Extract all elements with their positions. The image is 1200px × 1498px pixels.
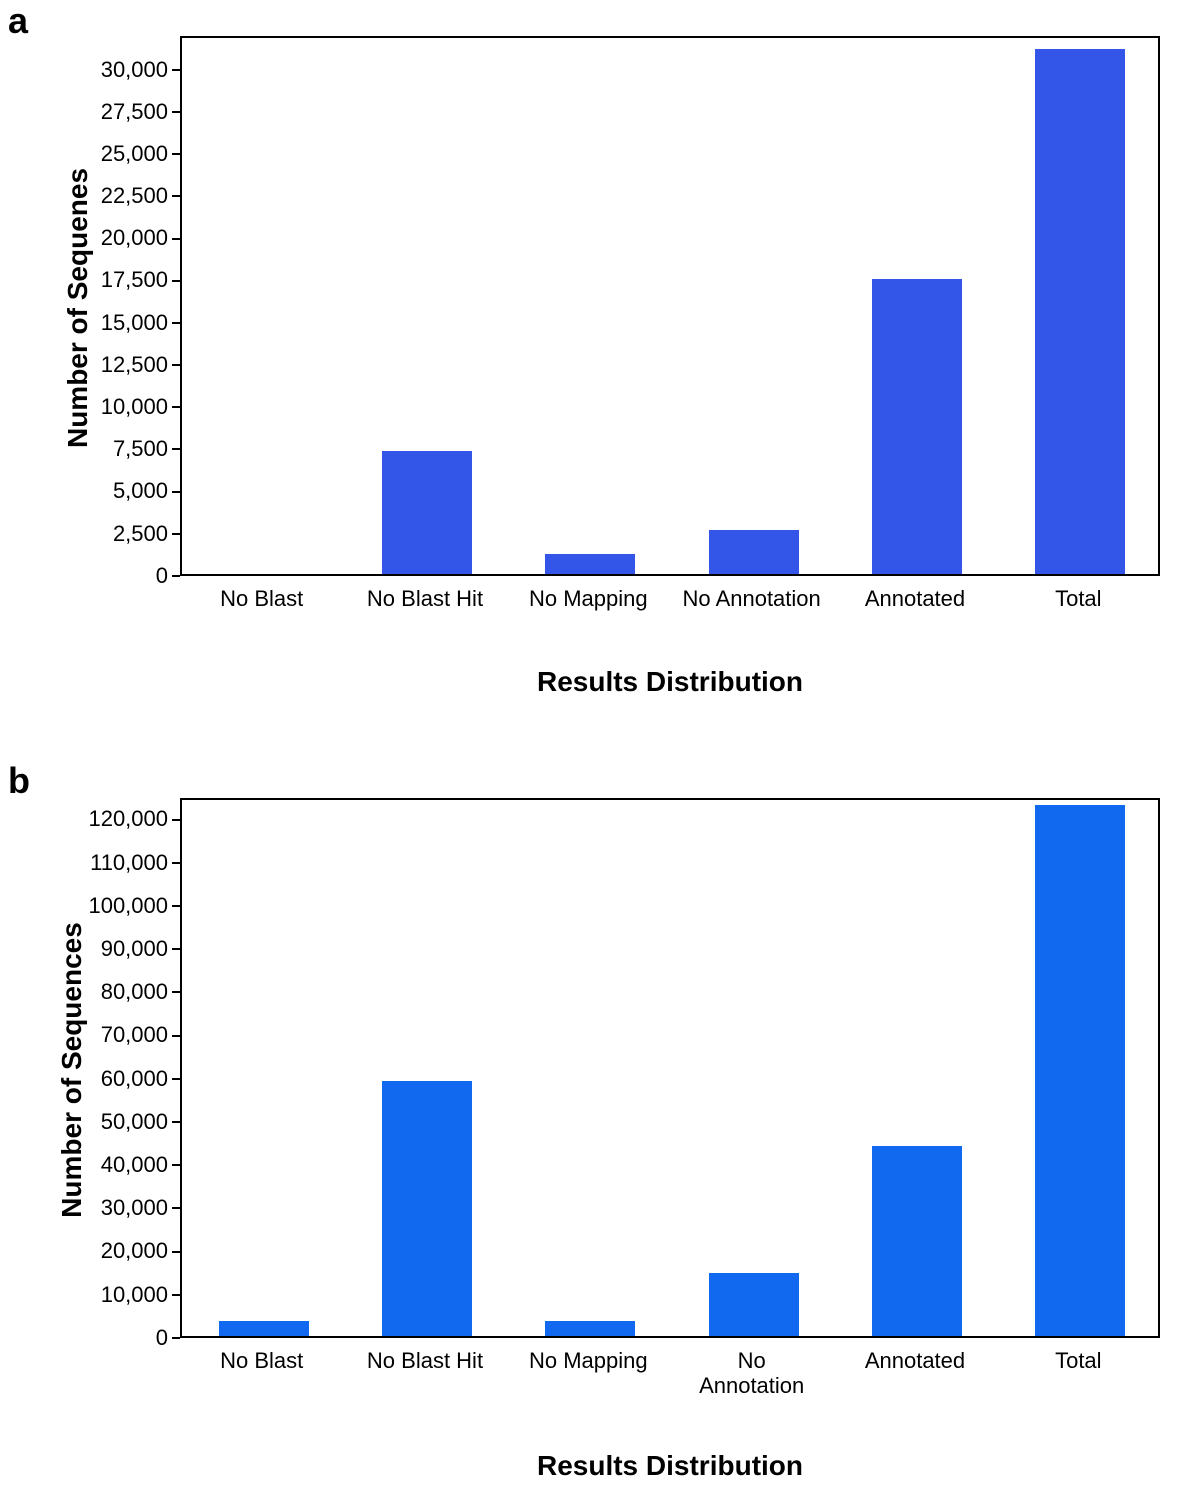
y-tick-label: 5,000 (68, 478, 168, 504)
bar (382, 451, 472, 574)
y-tick-mark (172, 1035, 180, 1037)
x-tick-label: Total (997, 1348, 1160, 1373)
y-tick-label: 70,000 (68, 1022, 168, 1048)
y-tick-label: 60,000 (68, 1066, 168, 1092)
y-tick-mark (172, 448, 180, 450)
x-tick-label: No Annotation (670, 586, 833, 612)
y-tick-label: 90,000 (68, 936, 168, 962)
x-tick-label: Total (997, 586, 1160, 612)
y-tick-label: 10,000 (68, 1282, 168, 1308)
y-tick-label: 30,000 (68, 57, 168, 83)
y-tick-label: 20,000 (68, 1238, 168, 1264)
panel-b-x-axis-title: Results Distribution (180, 1450, 1160, 1482)
y-tick-mark (172, 948, 180, 950)
y-tick-mark (172, 1294, 180, 1296)
y-tick-label: 7,500 (68, 436, 168, 462)
y-tick-label: 120,000 (68, 806, 168, 832)
y-tick-mark (172, 280, 180, 282)
panel-a-label: a (8, 0, 28, 42)
x-tick-label: No Mapping (507, 586, 670, 612)
figure: a Number of Sequenes Results Distributio… (0, 0, 1200, 1498)
bar (872, 1146, 962, 1336)
y-tick-mark (172, 238, 180, 240)
y-tick-label: 110,000 (68, 850, 168, 876)
y-tick-label: 25,000 (68, 141, 168, 167)
y-tick-label: 27,500 (68, 99, 168, 125)
panel-a-plot-area (180, 36, 1160, 576)
bar (219, 1321, 309, 1336)
y-tick-mark (172, 1121, 180, 1123)
y-tick-label: 10,000 (68, 394, 168, 420)
y-tick-mark (172, 991, 180, 993)
y-tick-mark (172, 819, 180, 821)
bar (382, 1081, 472, 1336)
x-tick-label: NoAnnotation (670, 1348, 833, 1399)
y-tick-mark (172, 1251, 180, 1253)
bar (1035, 805, 1125, 1336)
y-tick-mark (172, 575, 180, 577)
panel-b-plot-area (180, 798, 1160, 1338)
y-tick-mark (172, 69, 180, 71)
bar (545, 1321, 635, 1336)
y-tick-label: 40,000 (68, 1152, 168, 1178)
y-tick-mark (172, 322, 180, 324)
y-tick-mark (172, 491, 180, 493)
x-tick-label: No Blast (180, 1348, 343, 1373)
y-tick-mark (172, 533, 180, 535)
y-tick-mark (172, 364, 180, 366)
y-tick-mark (172, 195, 180, 197)
x-tick-label: Annotated (833, 586, 996, 612)
x-tick-label: No Mapping (507, 1348, 670, 1373)
bar (709, 1273, 799, 1336)
x-tick-label: Annotated (833, 1348, 996, 1373)
panel-a-x-axis-title: Results Distribution (180, 666, 1160, 698)
y-tick-label: 15,000 (68, 310, 168, 336)
y-tick-label: 17,500 (68, 267, 168, 293)
y-tick-mark (172, 153, 180, 155)
bar (1035, 49, 1125, 574)
y-tick-label: 50,000 (68, 1109, 168, 1135)
bar (872, 279, 962, 574)
y-tick-label: 100,000 (68, 893, 168, 919)
y-tick-label: 22,500 (68, 183, 168, 209)
y-tick-label: 20,000 (68, 225, 168, 251)
y-tick-mark (172, 862, 180, 864)
y-tick-label: 80,000 (68, 979, 168, 1005)
y-tick-label: 0 (68, 1325, 168, 1351)
bar (545, 554, 635, 574)
y-tick-label: 30,000 (68, 1195, 168, 1221)
x-tick-label: No Blast Hit (343, 586, 506, 612)
y-tick-label: 2,500 (68, 521, 168, 547)
y-tick-mark (172, 905, 180, 907)
y-tick-mark (172, 406, 180, 408)
bar (709, 530, 799, 574)
y-tick-label: 12,500 (68, 352, 168, 378)
y-tick-mark (172, 111, 180, 113)
y-tick-mark (172, 1164, 180, 1166)
x-tick-label: No Blast Hit (343, 1348, 506, 1373)
y-tick-mark (172, 1078, 180, 1080)
y-tick-mark (172, 1207, 180, 1209)
y-tick-mark (172, 1337, 180, 1339)
y-tick-label: 0 (68, 563, 168, 589)
panel-b-label: b (8, 760, 30, 802)
x-tick-label: No Blast (180, 586, 343, 612)
